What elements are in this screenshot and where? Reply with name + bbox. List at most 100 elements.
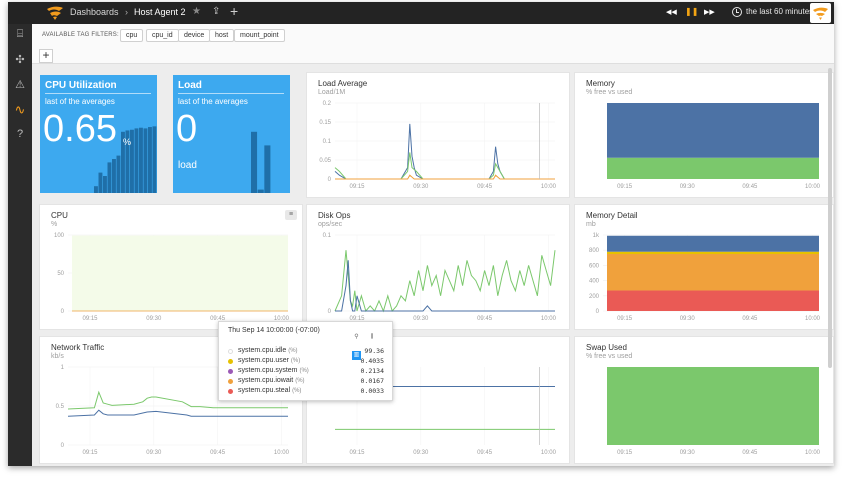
spark-bar [257,189,264,193]
rewind-icon[interactable]: ◀◀ [666,9,677,16]
series-value: 0.4035 [360,357,384,365]
series-name: system.cpu.idle [238,347,287,354]
x-tick-label: 09:45 [210,450,226,456]
y-tick-label: 0.05 [319,158,331,164]
load-tile[interactable]: Load last of the averages 0 load [173,75,290,193]
series-line [334,152,555,180]
split-icon[interactable]: ⫼ [370,334,374,340]
spark-bar [251,131,258,193]
cpu-utilization-sparkline [94,126,157,193]
tile-title: CPU Utilization [45,80,117,91]
time-range-label[interactable]: the last 60 minutes [746,7,814,16]
plus-icon[interactable]: + [230,3,239,19]
tag-chip-mount-point[interactable]: mount_point [234,29,285,42]
app-window: Dashboards › Host Agent 2 ★ ⇪ + ◀◀ ❚❚ ▶▶… [8,2,834,466]
x-tick-label: 09:45 [477,316,493,322]
tag-chip-cpu[interactable]: cpu [120,29,144,42]
alert-icon[interactable]: ⚠ [15,79,25,91]
spark-bar [139,127,143,193]
panel-menu-button[interactable]: ≡ [285,210,297,220]
series-value: 0.2134 [360,367,384,375]
x-tick-label: 09:15 [349,184,365,190]
dashboard-scrollbar[interactable] [828,68,832,368]
load-average-panel[interactable]: Load Average Load/1M 0.2 0.15 0.1 0.05 0 09:1… [307,73,569,197]
load-average-chart[interactable]: 0.2 0.15 0.1 0.05 0 09:15 09:30 09:45 10:00 [307,73,569,197]
tag-filters-label: AVAILABLE TAG FILTERS: [42,32,119,38]
sidebar: ⌸ ✣ ⚠ ∿ ? [8,24,32,466]
avatar[interactable] [810,3,831,23]
panel-title: Disk Ops [318,211,351,220]
stack-segment [607,235,819,252]
x-tick-label: 10:00 [541,450,557,456]
fast-forward-icon[interactable]: ▶▶ [704,9,715,16]
cpu-chart[interactable]: 100 50 0 09:15 09:30 09:45 10:00 [40,205,302,329]
y-tick-label: 50 [57,271,64,277]
x-tick-label: 10:00 [541,316,557,322]
y-tick-label: 600 [589,263,600,269]
clock-icon[interactable] [732,7,742,17]
series-line [67,390,288,410]
help-icon[interactable]: ? [16,128,24,140]
panel-title: Memory [586,79,615,88]
disk-ops-panel[interactable]: Disk Ops ops/sec 0.1 0 09:15 09:30 09:45 10:0… [307,205,569,329]
series-dot [228,389,233,394]
cpu-utilization-tile[interactable]: CPU Utilization last of the averages 0.6… [40,75,157,193]
integrations-icon[interactable]: ✣ [15,54,25,66]
tooltip-toolbar: ⚲ ⫼ ▥ [352,325,392,361]
series-unit: (%) [292,388,302,394]
disk-ops-chart[interactable]: 0.1 0 09:15 09:30 09:45 10:00 [307,205,569,329]
panel-unit: % free vs used [586,353,633,360]
series-name: system.cpu.system [238,367,298,374]
swap-used-panel[interactable]: Swap Used % free vs used 09:15 09:30 09:45… [575,337,833,463]
tile-unit: load [178,160,197,171]
zoom-icon[interactable]: ⚲ [354,334,359,340]
pause-icon[interactable]: ❚❚ [685,7,699,16]
memory-detail-panel[interactable]: Memory Detail mb 1k 800 600 400 200 0 09:15 09:… [575,205,833,329]
tag-chip-host[interactable]: host [209,29,235,42]
metrics-icon[interactable]: ∿ [14,102,26,117]
series-unit: (%) [299,368,309,374]
solarwinds-logo-icon[interactable] [46,5,64,21]
spark-bar [107,162,112,193]
spark-bar [264,145,271,193]
memory-chart[interactable]: 09:15 09:30 09:45 10:00 [575,73,833,197]
swap-used-chart[interactable]: 09:15 09:30 09:45 10:00 [575,337,833,463]
y-tick-label: 0 [596,309,600,315]
tile-value: 0.65 [43,108,117,150]
panel-unit: ops/sec [318,221,343,228]
x-tick-label: 09:15 [617,184,633,190]
tooltip-row: system.cpu.steal (%) 0.0033 [228,387,384,396]
tag-chip-device[interactable]: device [178,29,211,42]
tile-subtitle: last of the averages [178,97,248,106]
spark-bar [143,128,148,193]
x-tick-label: 10:00 [541,184,557,190]
y-tick-label: 1k [593,233,600,239]
stack-segment [607,157,819,179]
memory-panel[interactable]: Memory % free vs used 09:15 09:30 09:45 10:… [575,73,833,197]
y-tick-label: 200 [589,294,600,300]
tile-unit: % [123,137,132,147]
stack-icon[interactable]: ▥ [352,351,361,360]
star-icon[interactable]: ★ [192,6,201,17]
share-icon[interactable]: ⇪ [212,6,221,17]
cpu-panel[interactable]: CPU % 100 50 0 09:15 09:30 09:45 10:00 ≡ [40,205,302,329]
x-tick-label: 10:00 [805,316,821,322]
series-name: system.cpu.user [238,357,289,364]
spark-bar [152,126,157,193]
tag-chip-cpu-id[interactable]: cpu_id [146,29,179,42]
series-value: 0.0167 [360,377,384,385]
network-traffic-chart[interactable]: 1 0.5 0 09:15 09:30 09:45 10:00 [40,337,302,463]
terminal-icon[interactable]: ⌸ [16,28,24,40]
spark-bar [103,176,107,193]
y-tick-label: 0 [328,309,332,315]
x-tick-label: 10:00 [274,450,290,456]
x-tick-label: 09:15 [82,450,98,456]
tooltip-row: system.cpu.idle (%) 99.36 [228,347,384,356]
x-tick-label: 09:15 [617,316,633,322]
spark-bar [121,131,125,193]
stack-segment [607,290,819,311]
add-filter-button[interactable]: + [39,49,53,63]
tag-filter-bar: AVAILABLE TAG FILTERS: cpu cpu_id device… [32,24,834,64]
memory-detail-chart[interactable]: 1k 800 600 400 200 0 09:15 09:30 09:45 10:00 [575,205,833,329]
breadcrumb-dashboards[interactable]: Dashboards [70,7,119,17]
